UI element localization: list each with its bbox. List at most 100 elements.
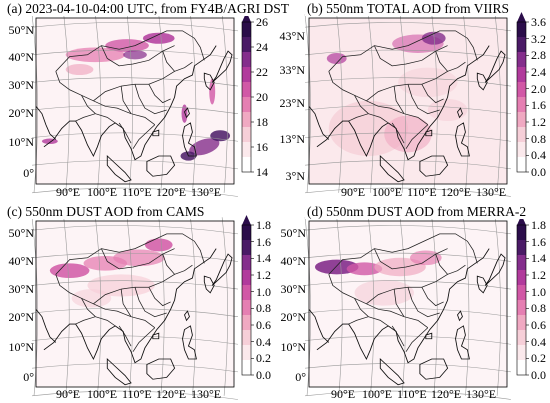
meridian-a-5 — [190, 14, 197, 193]
lat-label-b-1: 33°N — [279, 63, 305, 77]
lon-label-c-2: 110°E — [122, 387, 152, 401]
colorbar-tick-label-c-3: 1.2 — [256, 268, 271, 282]
meridian-a-2 — [95, 14, 102, 193]
lat-label-c-1: 40°N — [8, 254, 34, 268]
parallel-c-1 — [32, 252, 239, 262]
lat-label-d-5: 0° — [295, 370, 306, 384]
lon-label-b-3: 120°E — [441, 185, 472, 199]
border-d-0 — [328, 233, 478, 275]
border-c-9 — [118, 325, 132, 347]
aerosol-plume-d-2 — [374, 257, 426, 277]
colorbar-tick-label-d-7: 0.4 — [531, 334, 546, 349]
parallel-a-6 — [32, 187, 239, 197]
aerosol-plume-c-3 — [144, 238, 173, 252]
lon-label-b-1: 100°E — [372, 185, 403, 199]
lat-label-c-5: 0° — [23, 370, 34, 384]
coastline-c-5 — [182, 325, 197, 360]
border-a-10 — [162, 51, 193, 72]
aerosol-plume-a-3 — [65, 64, 94, 76]
aerosol-plume-a-5 — [189, 138, 220, 156]
colorbar-tick-label-c-5: 0.8 — [256, 301, 271, 316]
lon-label-a-3: 120°E — [156, 185, 187, 199]
aerosol-plume-c-4 — [87, 274, 155, 297]
parallel-c-6 — [32, 390, 239, 400]
border-d-4 — [407, 287, 440, 318]
coastline-d-5 — [455, 325, 470, 360]
colorbar-border-d — [516, 224, 527, 376]
lon-label-b-0: 90°E — [341, 185, 366, 199]
map-border-b — [308, 17, 508, 185]
parallel-d-3 — [305, 308, 512, 317]
meridian-b-5 — [463, 14, 470, 193]
colorbar-tick-label-c-9: 0.0 — [256, 368, 271, 382]
colorbar-segment-a-8 — [242, 37, 251, 52]
colorbar-segment-b-8 — [517, 37, 526, 52]
colorbar-segment-c-2 — [242, 330, 251, 345]
border-b-10 — [435, 51, 466, 72]
parallel-a-2 — [32, 77, 239, 87]
lon-label-d-4: 130°E — [466, 387, 497, 401]
colorbar-segment-a-7 — [242, 52, 251, 67]
border-c-11 — [75, 316, 96, 325]
border-c-10 — [162, 254, 193, 275]
coastline-b-3 — [457, 107, 463, 119]
lon-label-b-4: 130°E — [476, 185, 507, 199]
parallel-a-3 — [32, 105, 239, 114]
border-a-6 — [148, 84, 171, 104]
lon-label-a-0: 90°E — [56, 185, 81, 199]
colorbar-extend-c — [242, 215, 251, 225]
meridian-d-3 — [399, 217, 406, 396]
colorbar-border-c — [241, 224, 252, 376]
coastline-d-1 — [476, 275, 488, 294]
lat-label-c-2: 30°N — [8, 282, 34, 296]
coastline-b-6 — [419, 155, 449, 177]
colorbar-segment-a-5 — [242, 82, 251, 97]
border-c-4 — [134, 287, 167, 318]
colorbar-segment-d-7 — [517, 255, 526, 270]
colorbar-segment-c-3 — [242, 315, 251, 330]
colorbar-tick-label-b-9: 0.0 — [531, 165, 546, 179]
colorbar-tick-label-a-6: 14 — [256, 165, 268, 179]
border-a-5 — [120, 86, 132, 114]
meridian-c-3 — [126, 217, 133, 396]
colorbar-segment-d-2 — [517, 330, 526, 345]
colorbar-border-b — [516, 21, 527, 173]
colorbar-tick-label-c-0: 1.8 — [256, 218, 271, 232]
panel-b: (b) 550nm TOTAL AOD from VIIRS 43°N 33°N… — [275, 0, 550, 200]
meridian-d-2 — [368, 217, 375, 396]
colorbar-extend-d — [517, 215, 526, 225]
lat-label-a-1: 40°N — [8, 50, 34, 64]
colorbar-tick-label-a-2: 22 — [256, 65, 268, 79]
coastline-d-7 — [379, 358, 405, 386]
lon-label-a-4: 130°E — [191, 185, 222, 199]
lon-label-d-2: 110°E — [397, 387, 427, 401]
map-b — [304, 12, 529, 197]
lon-label-d-1: 100°E — [362, 387, 393, 401]
lon-label-d-0: 90°E — [331, 387, 356, 401]
aerosol-plume-b-2 — [326, 52, 347, 64]
colorbar-segment-c-4 — [242, 300, 251, 315]
colorbar-segment-c-0 — [242, 360, 251, 375]
parallel-b-5 — [305, 160, 512, 170]
meridian-b-1 — [336, 14, 343, 193]
panel-c: (c) 550nm DUST AOD from CAMS 50°N 40°N 3… — [0, 201, 275, 403]
meridian-d-5 — [463, 217, 470, 396]
coastline-d-4 — [425, 332, 433, 340]
border-c-5 — [120, 289, 132, 317]
parallel-c-2 — [32, 280, 239, 290]
lat-label-d-2: 30°N — [280, 282, 306, 296]
border-c-0 — [55, 233, 205, 275]
aerosol-plume-c-0 — [49, 263, 90, 279]
meridian-d-6 — [494, 217, 501, 396]
parallel-a-5 — [32, 160, 239, 170]
colorbar-tick-label-d-6: 0.6 — [531, 318, 546, 332]
lon-label-c-1: 100°E — [87, 387, 118, 401]
panel-title-a: (a) 2023-04-10-04:00 UTC, from FY4B/AGRI… — [5, 1, 291, 16]
border-d-10 — [435, 254, 466, 275]
colorbar-segment-a-6 — [242, 67, 251, 82]
border-d-1 — [328, 274, 429, 329]
colorbar-tick-label-c-7: 0.4 — [256, 334, 271, 349]
aerosol-plume-b-5 — [427, 98, 468, 122]
coastline-a-3 — [184, 107, 190, 119]
lat-label-b-4: 3°N — [285, 169, 305, 183]
